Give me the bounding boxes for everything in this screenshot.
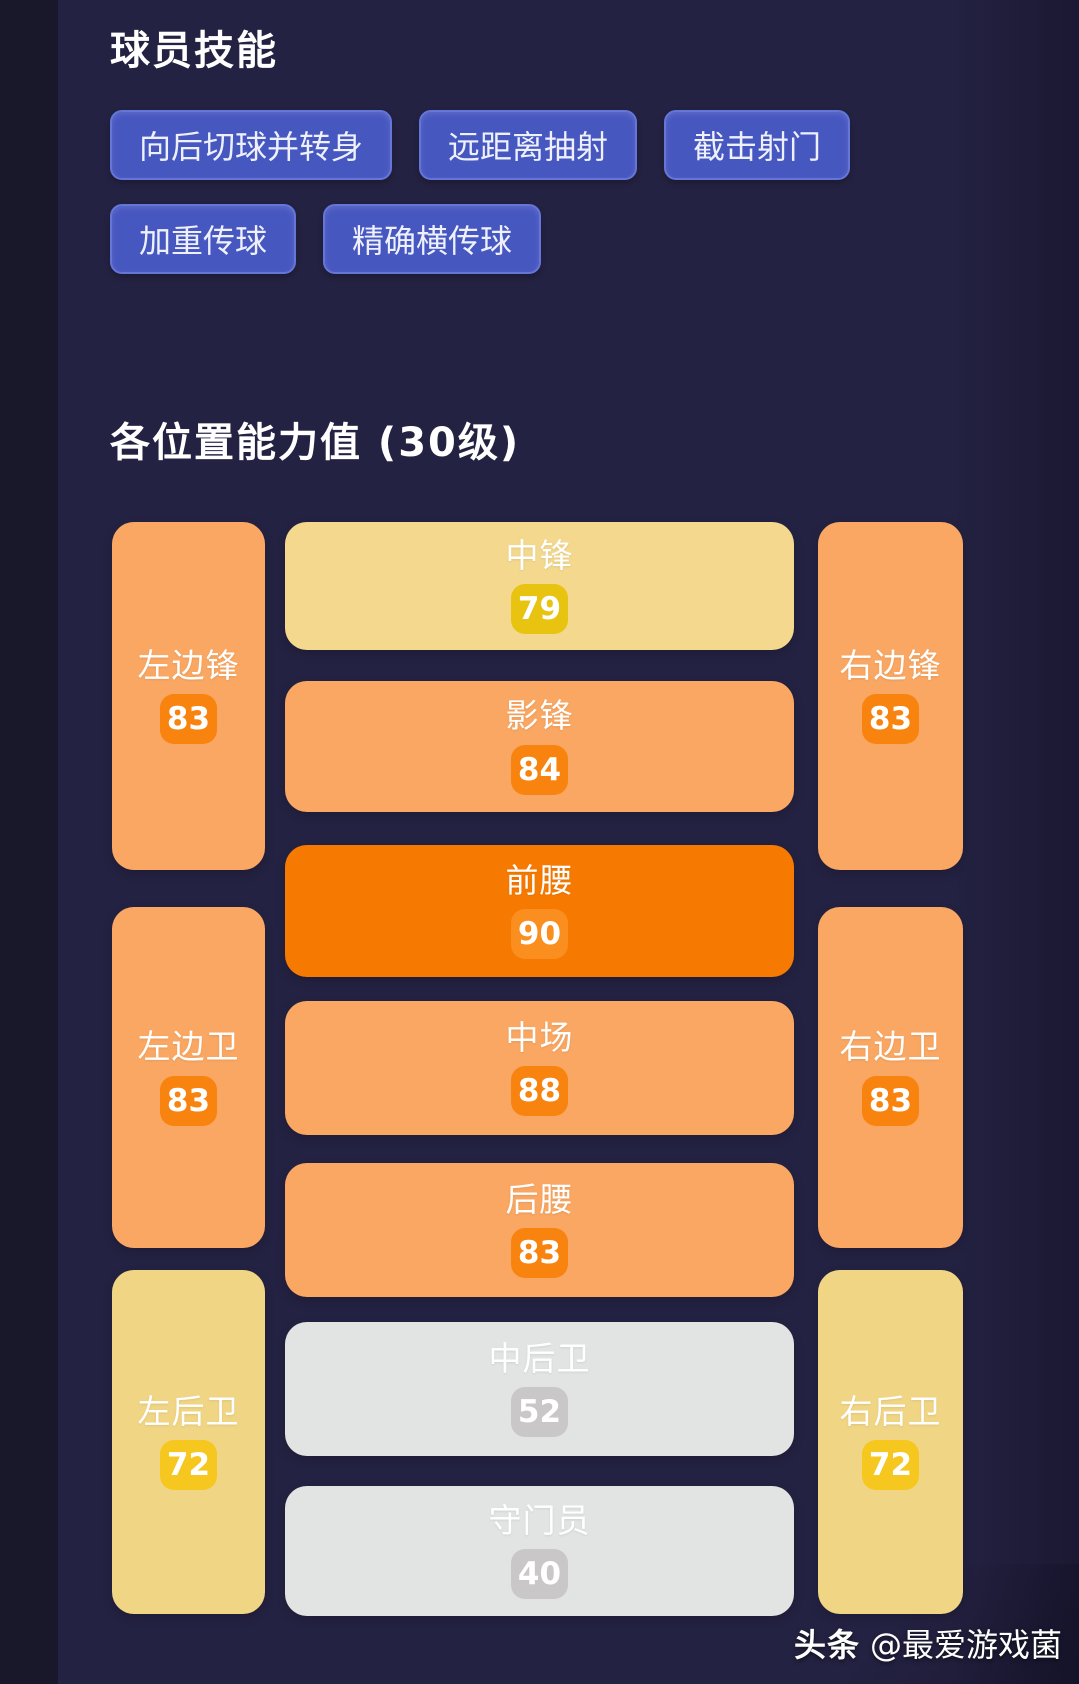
skill-tags-row-1: 向后切球并转身 远距离抽射 截击射门	[110, 110, 851, 180]
position-label: 左后卫	[137, 1391, 240, 1431]
position-label: 左边锋	[137, 645, 240, 685]
position-rating-badge: 90	[510, 909, 569, 960]
position-card-shadow-striker: 影锋 84	[285, 681, 794, 812]
position-label: 中锋	[505, 535, 574, 575]
position-rating-badge: 88	[510, 1066, 569, 1117]
position-rating-badge: 52	[510, 1387, 569, 1438]
position-rating-badge: 83	[861, 694, 920, 745]
position-label: 影锋	[505, 696, 574, 736]
position-rating-badge: 83	[510, 1228, 569, 1279]
position-rating-badge: 83	[159, 694, 218, 745]
skill-tag-pinpoint-cross[interactable]: 精确横传球	[323, 204, 542, 274]
position-card-right-side-back: 右边卫 83	[818, 907, 963, 1248]
position-card-attacking-midfielder: 前腰 90	[285, 845, 794, 977]
position-card-right-winger: 右边锋 83	[818, 522, 963, 870]
position-rating-badge: 79	[510, 584, 569, 635]
skill-tag-backcut-turn[interactable]: 向后切球并转身	[110, 110, 393, 180]
position-card-centre-forward: 中锋 79	[285, 522, 794, 650]
watermark-brand: 头条	[793, 1626, 860, 1664]
position-card-central-midfielder: 中场 88	[285, 1001, 794, 1135]
position-label: 右边卫	[839, 1027, 942, 1067]
position-card-right-full-back: 右后卫 72	[818, 1270, 963, 1614]
right-edge-shade	[949, 0, 1079, 1684]
position-label: 守门员	[488, 1500, 591, 1540]
position-rating-badge: 40	[510, 1549, 569, 1600]
skill-tag-long-range-drive[interactable]: 远距离抽射	[419, 110, 638, 180]
position-card-defensive-midfielder: 后腰 83	[285, 1163, 794, 1297]
position-rating-badge: 83	[861, 1075, 920, 1126]
position-rating-badge: 84	[510, 744, 569, 795]
position-card-left-winger: 左边锋 83	[112, 522, 265, 870]
position-card-left-full-back: 左后卫 72	[112, 1270, 265, 1614]
position-rating-badge: 72	[159, 1440, 218, 1491]
position-label: 后腰	[505, 1179, 574, 1219]
position-card-centre-back: 中后卫 52	[285, 1322, 794, 1456]
position-rating-badge: 72	[861, 1440, 920, 1491]
position-card-goalkeeper: 守门员 40	[285, 1486, 794, 1616]
position-label: 前腰	[505, 860, 574, 900]
position-label: 右边锋	[839, 645, 942, 685]
position-card-left-side-back: 左边卫 83	[112, 907, 265, 1248]
skill-tag-weighted-pass[interactable]: 加重传球	[110, 204, 297, 274]
position-label: 右后卫	[839, 1391, 942, 1431]
watermark-handle: @最爱游戏菌	[869, 1626, 1062, 1664]
watermark: 头条 @最爱游戏菌	[794, 1620, 1062, 1666]
skill-tags-row-2: 加重传球 精确横传球	[110, 204, 542, 274]
skill-tag-volley-shot[interactable]: 截击射门	[664, 110, 851, 180]
left-edge-strip	[0, 0, 58, 1684]
position-ratings-title: 各位置能力值 (30级)	[110, 420, 521, 466]
position-label: 左边卫	[137, 1027, 240, 1067]
position-rating-badge: 83	[159, 1075, 218, 1126]
player-skills-title: 球员技能	[110, 28, 278, 74]
position-label: 中后卫	[488, 1338, 591, 1378]
position-label: 中场	[505, 1017, 574, 1057]
